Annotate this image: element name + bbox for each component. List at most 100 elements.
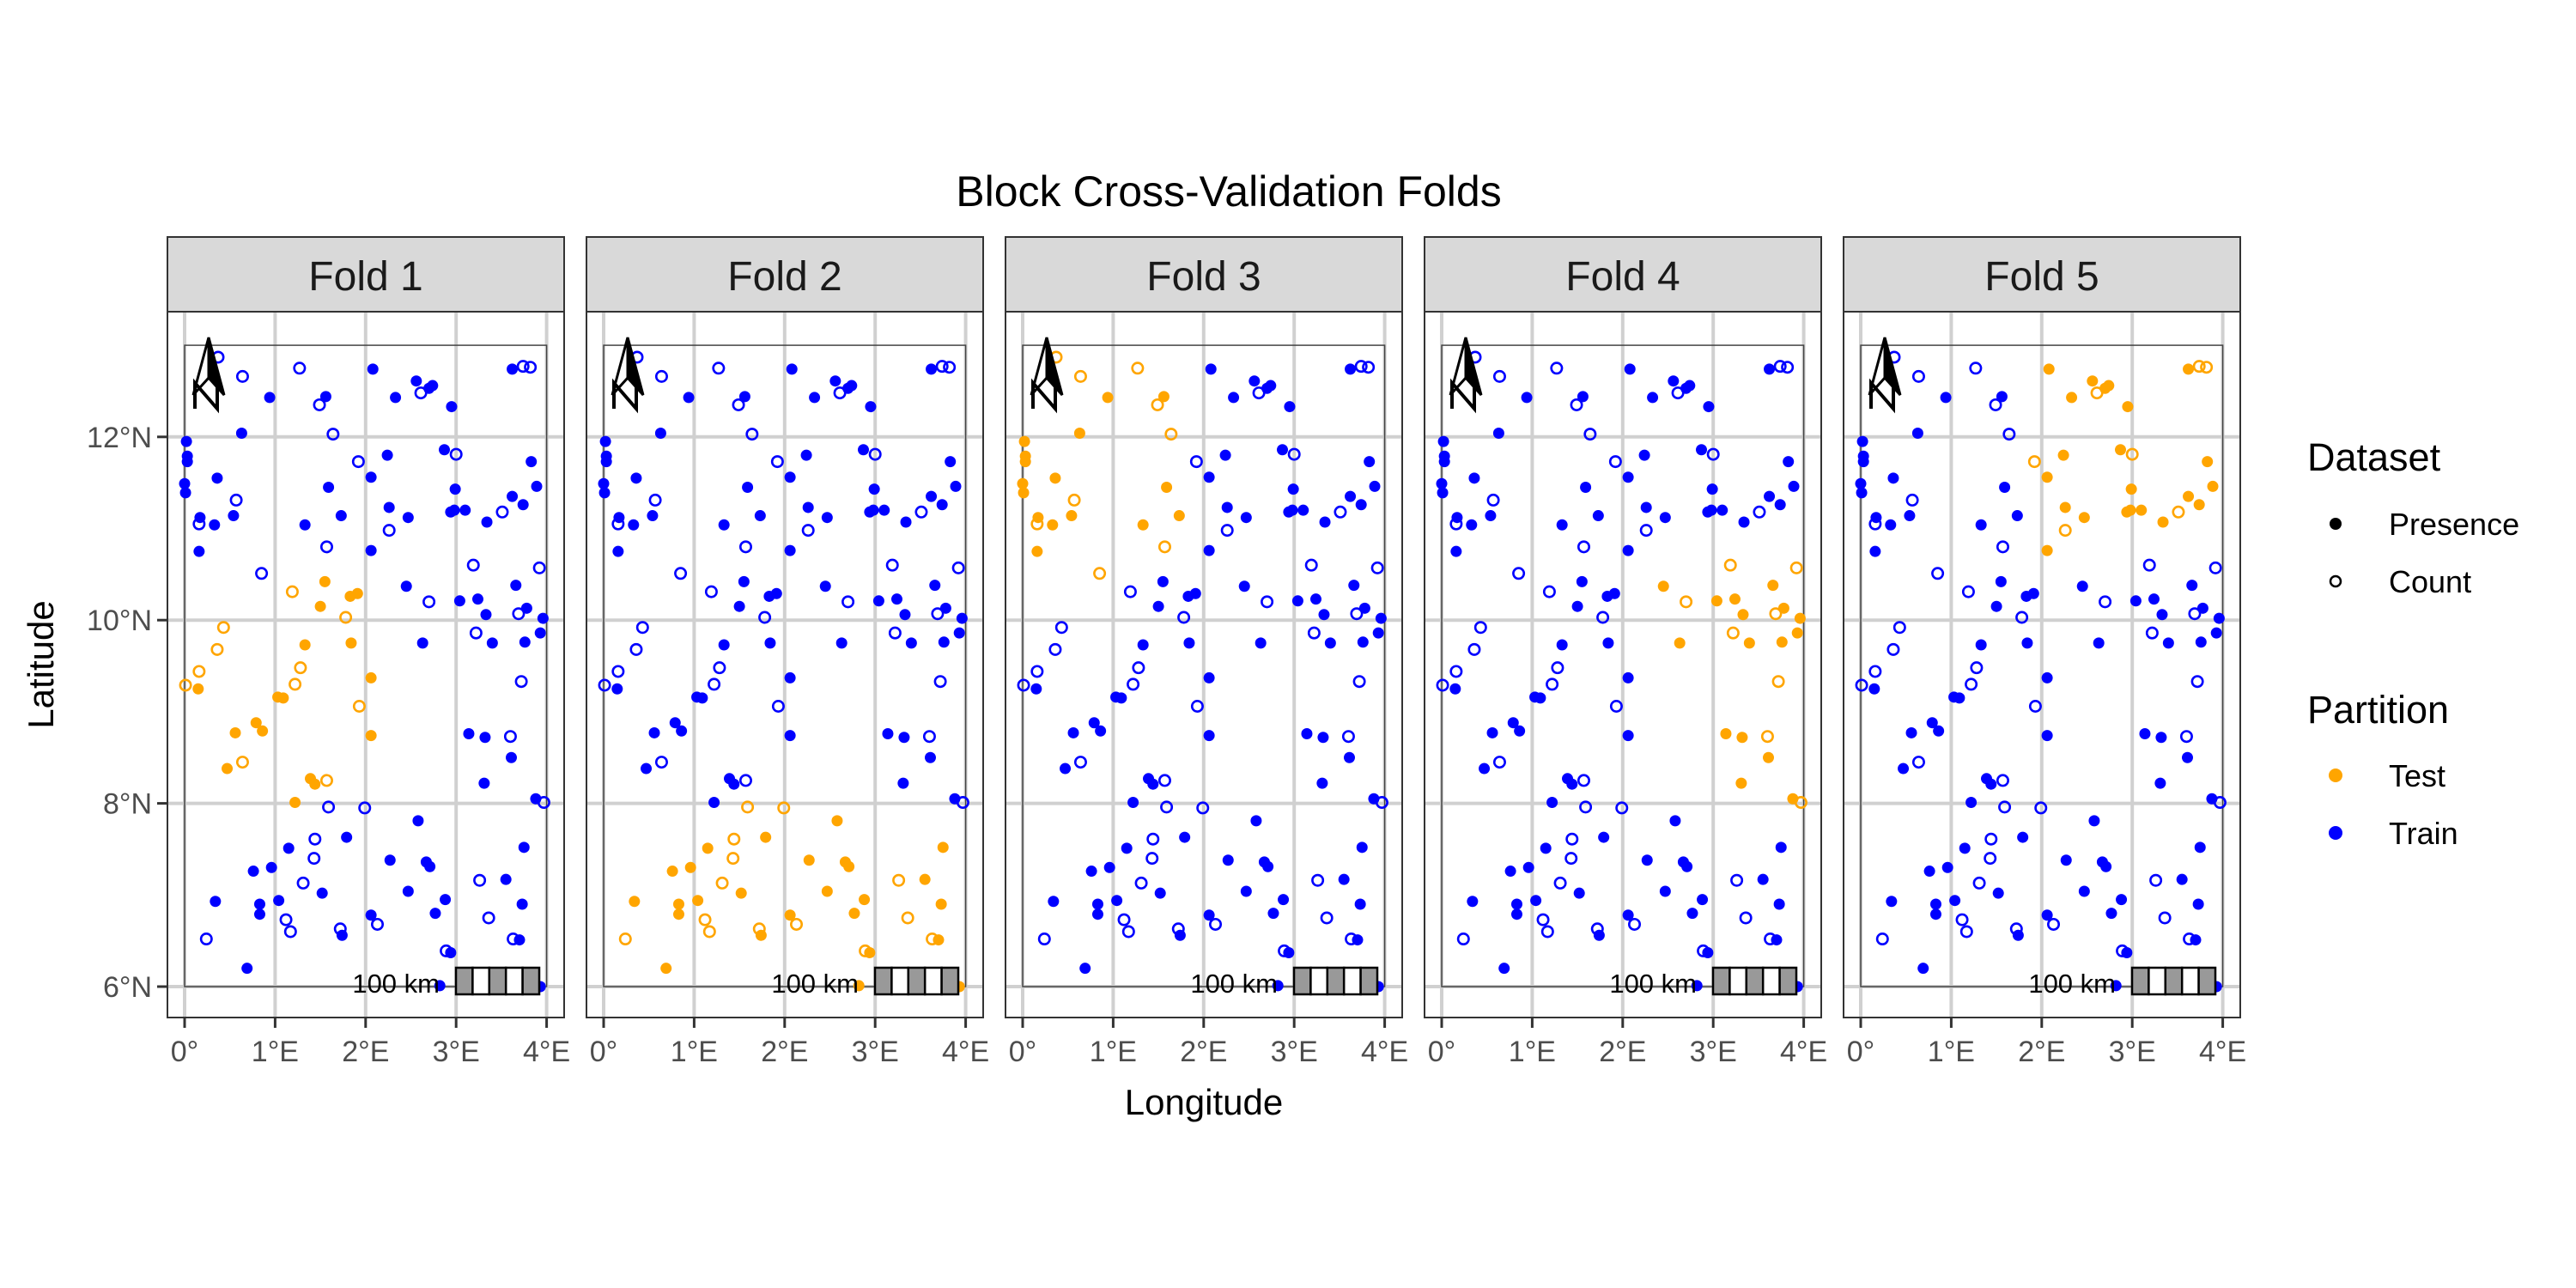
point-train-presence	[1886, 896, 1898, 908]
point-train-count	[1886, 642, 1900, 656]
point-train-presence	[1372, 627, 1384, 639]
point-train-presence	[1355, 499, 1367, 511]
point-train-count	[414, 386, 428, 400]
point-train-presence	[802, 501, 814, 513]
point-train-count	[674, 567, 688, 580]
point-train-count	[611, 665, 625, 678]
point-train-presence	[449, 483, 461, 495]
point-test-presence	[702, 842, 714, 854]
point-train-presence	[1228, 392, 1240, 404]
point-train-presence	[784, 471, 796, 483]
point-train-presence	[1622, 544, 1634, 556]
point-test-presence	[2122, 401, 2134, 413]
point-train-presence	[1179, 831, 1191, 843]
point-train-presence	[1318, 609, 1330, 621]
point-train-presence	[390, 392, 402, 404]
point-train-presence	[179, 487, 191, 499]
point-test-presence	[2057, 449, 2069, 461]
point-train-presence	[1152, 600, 1164, 612]
point-train-presence	[1301, 728, 1313, 740]
point-test-presence	[2043, 363, 2055, 375]
point-train-count	[2179, 730, 2193, 744]
point-train-count	[1706, 447, 1720, 461]
point-train-presence	[1088, 717, 1100, 729]
point-test-count	[2090, 386, 2104, 400]
x-tick-label: 2°E	[2018, 1036, 2065, 1068]
point-train-count	[2149, 873, 2163, 887]
point-train-count	[1449, 517, 1463, 531]
point-train-count	[914, 505, 928, 519]
legend-test-label: Test	[2389, 758, 2445, 793]
point-train-presence	[1522, 861, 1534, 873]
point-train-presence	[2129, 595, 2142, 607]
legend-test-key	[2329, 769, 2342, 782]
point-test-presence	[672, 898, 684, 910]
point-train-count	[1190, 699, 1204, 713]
legend-presence-key	[2330, 518, 2342, 530]
point-train-presence	[1286, 504, 1298, 516]
point-train-presence	[598, 487, 611, 499]
facet-panel-3: Fold 3 100 km 0° 1°E 2°E 3°E 4°E	[1005, 236, 1408, 1068]
point-train-presence	[2105, 908, 2117, 920]
point-train-count	[1969, 361, 1983, 375]
point-train-count	[1145, 852, 1159, 866]
point-train-count	[758, 611, 772, 624]
point-train-count	[2158, 911, 2172, 925]
point-train-presence	[1580, 481, 1592, 493]
point-test-presence	[1019, 456, 1031, 468]
point-train-presence	[1205, 363, 1217, 375]
point-train-presence	[1953, 692, 1965, 704]
point-train-presence	[1764, 490, 1776, 502]
point-train-presence	[647, 510, 659, 522]
x-tick-label: 1°E	[1090, 1036, 1137, 1068]
point-test-presence	[1017, 477, 1029, 489]
point-train-count	[1984, 852, 1997, 866]
point-test-presence	[257, 725, 269, 737]
point-train-presence	[2190, 934, 2202, 946]
point-train-count	[199, 933, 213, 946]
x-tick-label: 3°E	[2109, 1036, 2156, 1068]
point-train-presence	[1990, 600, 2002, 612]
point-test-count	[285, 585, 299, 598]
point-test-presence	[1018, 487, 1030, 499]
point-train-presence	[2100, 860, 2112, 872]
point-train-count	[1989, 398, 2002, 411]
point-test-presence	[1728, 593, 1741, 605]
point-test-presence	[848, 908, 860, 920]
point-train-presence	[1219, 449, 1231, 461]
point-train-count	[2188, 607, 2202, 621]
point-train-presence	[878, 504, 890, 516]
point-train-presence	[1771, 934, 1783, 946]
point-test-presence	[309, 778, 321, 790]
point-train-presence	[1352, 934, 1364, 946]
point-train-presence	[2088, 815, 2100, 827]
point-test-count	[1164, 428, 1178, 441]
point-train-presence	[1115, 692, 1127, 704]
point-train-presence	[1345, 490, 1357, 502]
point-train-presence	[2156, 609, 2168, 621]
y-tick-label: 6°N	[103, 971, 152, 1004]
x-tick-label: 4°E	[2199, 1036, 2246, 1068]
point-train-presence	[1111, 895, 1123, 907]
point-train-count	[833, 386, 847, 400]
point-test-presence	[859, 894, 871, 906]
point-test-count	[901, 911, 914, 925]
legend-count-key	[2329, 574, 2342, 588]
point-train-count	[422, 595, 436, 609]
point-train-presence	[905, 637, 917, 649]
point-test-presence	[299, 639, 311, 651]
point-train-count	[1961, 585, 1975, 598]
point-train-presence	[1354, 898, 1366, 910]
point-train-presence	[517, 499, 529, 511]
point-train-presence	[365, 471, 377, 483]
point-train-count	[1132, 661, 1145, 675]
x-tick-label: 1°E	[252, 1036, 299, 1068]
point-train-presence	[956, 612, 968, 624]
scale-bar-segment	[2164, 966, 2184, 996]
scale-bar-segment	[504, 966, 524, 996]
point-train-presence	[2139, 728, 2151, 740]
point-test-presence	[831, 815, 843, 827]
point-test-presence	[1657, 580, 1669, 592]
point-train-presence	[1975, 519, 1987, 531]
point-train-presence	[1240, 885, 1252, 897]
